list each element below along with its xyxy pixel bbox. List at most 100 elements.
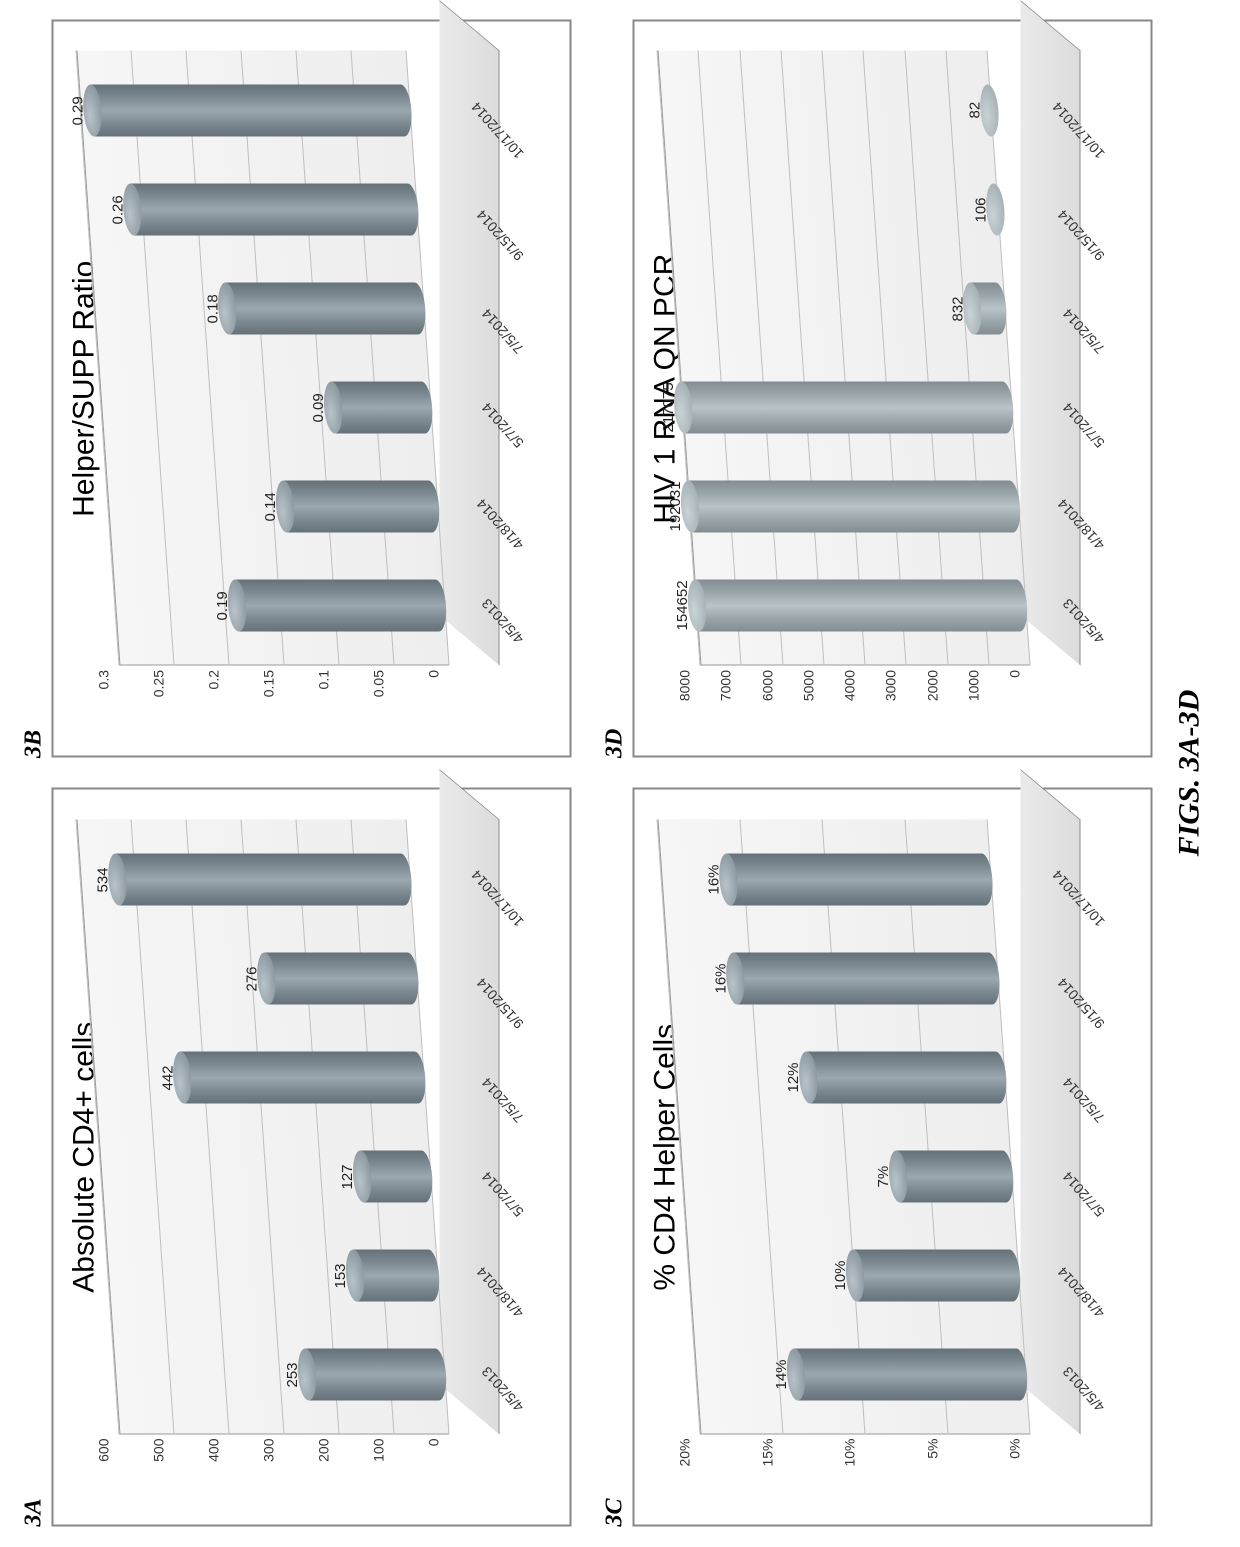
figure-caption: FIGS. 3A-3D <box>1173 20 1207 1527</box>
cylinder-body <box>180 1052 427 1104</box>
bar: 0.18 <box>225 283 427 335</box>
y-tick-label: 600 <box>96 1439 112 1462</box>
cylinder-body <box>681 382 1015 434</box>
x-tick-label: 7/5/2014 <box>1059 290 1125 357</box>
cylinder-body <box>91 85 414 137</box>
cylinder-body <box>695 580 1029 632</box>
cylinder <box>734 953 1002 1005</box>
panel-A: 3AAbsolute CD4+ cells0100200300400500600… <box>21 788 572 1527</box>
cylinder <box>853 1250 1022 1302</box>
x-tick-label: 5/7/2014 <box>1059 1152 1125 1219</box>
panel-D: 3DHIV 1 RNA QN PCR0100020003000400050006… <box>602 20 1153 759</box>
panel-label: 3A <box>21 788 48 1527</box>
bar: 153 <box>353 1250 441 1302</box>
cylinder <box>361 1151 434 1203</box>
x-tick-label: 7/5/2014 <box>1059 1059 1125 1126</box>
x-labels: 4/5/20134/18/20145/7/20147/5/20149/15/20… <box>456 62 546 657</box>
cylinder <box>331 382 434 434</box>
cylinder-body <box>853 1250 1022 1302</box>
cylinder-top <box>978 85 1000 137</box>
bars: 154652 192031 217075 832 106 82 <box>659 62 1031 657</box>
y-tick-label: 4000 <box>842 670 858 701</box>
y-tick-label: 0.1 <box>316 670 332 689</box>
x-tick-label: 4/5/2013 <box>1059 579 1125 646</box>
cylinder-body <box>794 1349 1029 1401</box>
bar: 154652 <box>695 580 1029 632</box>
x-tick-label: 4/18/2014 <box>1054 480 1125 553</box>
cylinder <box>180 1052 427 1104</box>
x-tick-label: 4/18/2014 <box>1054 1248 1125 1321</box>
y-tick-label: 10% <box>842 1439 858 1467</box>
x-labels: 4/5/2013 4/18/2014 5/7/2014 7/5/2014 9/15/20… <box>1037 62 1127 657</box>
bar: 253 <box>305 1349 448 1401</box>
x-tick-label: 4/5/2013 <box>1059 1348 1125 1415</box>
bar: 127 <box>361 1151 434 1203</box>
bar: 10% <box>853 1250 1022 1302</box>
panel-label: 3D <box>602 20 629 759</box>
figure-page: 3AAbsolute CD4+ cells0100200300400500600… <box>21 20 1221 1527</box>
cylinder <box>681 382 1015 434</box>
cylinder-top <box>984 184 1006 236</box>
x-tick-label: 10/17/2014 <box>468 83 545 162</box>
panel-B: 3BHelper/SUPP Ratio00.050.10.150.20.250.… <box>21 20 572 759</box>
bar: 7% <box>896 1151 1015 1203</box>
x-tick-label: 9/15/2014 <box>473 190 544 263</box>
cylinder <box>91 85 414 137</box>
cylinder <box>265 953 420 1005</box>
y-tick-label: 15% <box>759 1439 775 1467</box>
x-tick-label: 10/17/2014 <box>1049 83 1126 162</box>
cylinder-body <box>353 1250 441 1302</box>
x-tick-label: 4/5/2013 <box>478 1348 544 1415</box>
cylinder <box>695 580 1029 632</box>
y-tick-label: 8000 <box>677 670 693 701</box>
bar: 14% <box>794 1349 1029 1401</box>
cylinder-body <box>361 1151 434 1203</box>
bar: 832 <box>970 283 1008 335</box>
x-tick-label: 9/15/2014 <box>1054 190 1125 263</box>
x-tick-label: 4/18/2014 <box>473 1248 544 1321</box>
cylinder-body <box>265 953 420 1005</box>
cylinder <box>131 184 421 236</box>
y-tick-label: 400 <box>206 1439 222 1462</box>
cylinder <box>987 85 994 137</box>
x-tick-label: 5/7/2014 <box>1059 384 1125 451</box>
y-tick-label: 0% <box>1007 1439 1023 1459</box>
chart-grid: 3AAbsolute CD4+ cells0100200300400500600… <box>21 20 1153 1527</box>
cylinder <box>283 481 441 533</box>
y-tick-label: 3000 <box>883 670 899 701</box>
cylinder <box>896 1151 1015 1203</box>
chart-panel: HIV 1 RNA QN PCR010002000300040005000600… <box>633 20 1153 759</box>
y-tick-label: 2000 <box>924 670 940 701</box>
cylinder <box>688 481 1022 533</box>
cylinder <box>806 1052 1008 1104</box>
cylinder <box>727 854 995 906</box>
x-tick-label: 10/17/2014 <box>468 851 545 930</box>
x-tick-label: 4/5/2013 <box>478 579 544 646</box>
chart-panel: % CD4 Helper Cells0%5%10%15%20%14%10%7%1… <box>633 788 1153 1527</box>
y-tick-label: 6000 <box>759 670 775 701</box>
cylinder-body <box>235 580 448 632</box>
x-tick-label: 9/15/2014 <box>473 959 544 1032</box>
chart-area: 0%5%10%15%20%14%10%7%12%16%16%4/5/20134/… <box>691 800 1121 1515</box>
panel-C: 3C% CD4 Helper Cells0%5%10%15%20%14%10%7… <box>602 788 1153 1527</box>
bar: 192031 <box>688 481 1022 533</box>
y-tick-label: 0.25 <box>151 670 167 697</box>
bar: 217075 <box>681 382 1015 434</box>
y-tick-label: 0 <box>426 1439 442 1447</box>
bar: 442 <box>180 1052 427 1104</box>
bar: 0.19 <box>235 580 448 632</box>
chart-panel: Helper/SUPP Ratio00.050.10.150.20.250.30… <box>52 20 572 759</box>
cylinder-body <box>225 283 427 335</box>
cylinder <box>970 283 1008 335</box>
cylinder-body <box>305 1349 448 1401</box>
bar: 82 <box>987 85 994 137</box>
y-tick-label: 20% <box>677 1439 693 1467</box>
cylinder-body <box>283 481 441 533</box>
bar: 106 <box>993 184 1001 236</box>
cylinder <box>993 184 1001 236</box>
chart-area: 0100020003000400050006000700080001546521… <box>691 32 1121 747</box>
x-tick-label: 7/5/2014 <box>478 1059 544 1126</box>
y-tick-label: 5% <box>924 1439 940 1459</box>
bar: 0.14 <box>283 481 441 533</box>
y-tick-label: 0.3 <box>96 670 112 689</box>
